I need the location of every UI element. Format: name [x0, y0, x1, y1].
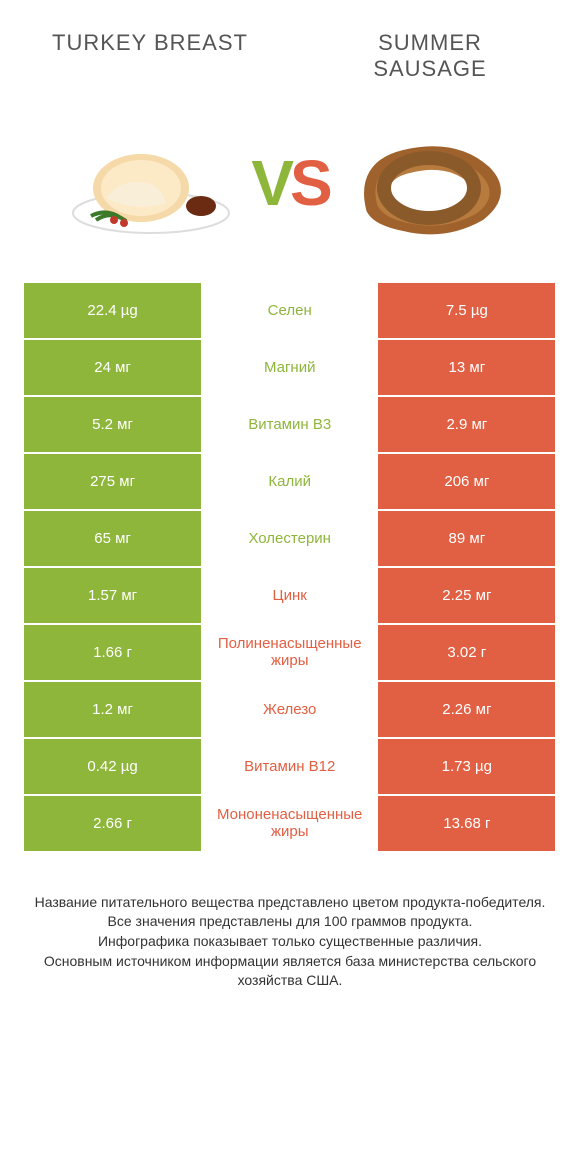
hero-row: VS	[0, 93, 580, 283]
nutrient-name: Цинк	[201, 568, 378, 623]
left-value: 1.2 мг	[24, 682, 201, 737]
turkey-breast-image	[61, 123, 241, 243]
left-value: 0.42 µg	[24, 739, 201, 794]
nutrition-table: 22.4 µgСелен7.5 µg24 мгМагний13 мг5.2 мг…	[24, 283, 556, 851]
table-row: 2.66 гМононенасыщенные жиры13.68 г	[24, 796, 556, 851]
right-value: 1.73 µg	[378, 739, 555, 794]
left-value: 65 мг	[24, 511, 201, 566]
turkey-icon	[66, 128, 236, 238]
left-value: 5.2 мг	[24, 397, 201, 452]
nutrient-name: Мононенасыщенные жиры	[201, 796, 378, 851]
footnote-line-3: Инфографика показывает только существенн…	[30, 932, 550, 952]
right-value: 13 мг	[378, 340, 555, 395]
table-row: 22.4 µgСелен7.5 µg	[24, 283, 556, 338]
table-row: 24 мгМагний13 мг	[24, 340, 556, 395]
left-value: 1.66 г	[24, 625, 201, 680]
header: TURKEY BREAST SUMMER SAUSAGE	[0, 0, 580, 93]
left-value: 22.4 µg	[24, 283, 201, 338]
nutrient-name: Полиненасыщенные жиры	[201, 625, 378, 680]
right-value: 89 мг	[378, 511, 555, 566]
table-row: 0.42 µgВитамин B121.73 µg	[24, 739, 556, 794]
table-row: 1.66 гПолиненасыщенные жиры3.02 г	[24, 625, 556, 680]
nutrient-name: Холестерин	[201, 511, 378, 566]
table-row: 1.2 мгЖелезо2.26 мг	[24, 682, 556, 737]
right-value: 2.26 мг	[378, 682, 555, 737]
right-value: 7.5 µg	[378, 283, 555, 338]
summer-sausage-image	[339, 123, 519, 243]
footnote: Название питательного вещества представл…	[0, 853, 580, 991]
left-value: 24 мг	[24, 340, 201, 395]
footnote-line-2: Все значения представлены для 100 граммо…	[30, 912, 550, 932]
vs-s: S	[290, 147, 329, 219]
nutrient-name: Магний	[201, 340, 378, 395]
nutrient-name: Калий	[201, 454, 378, 509]
vs-label: VS	[251, 146, 328, 220]
nutrient-name: Железо	[201, 682, 378, 737]
nutrient-name: Витамин B12	[201, 739, 378, 794]
right-value: 206 мг	[378, 454, 555, 509]
nutrient-name: Селен	[201, 283, 378, 338]
nutrient-name: Витамин B3	[201, 397, 378, 452]
left-value: 1.57 мг	[24, 568, 201, 623]
right-value: 2.9 мг	[378, 397, 555, 452]
table-row: 5.2 мгВитамин B32.9 мг	[24, 397, 556, 452]
sausage-icon	[344, 128, 514, 238]
right-food-title: SUMMER SAUSAGE	[330, 30, 530, 83]
left-food-title: TURKEY BREAST	[50, 30, 250, 83]
right-value: 3.02 г	[378, 625, 555, 680]
left-value: 2.66 г	[24, 796, 201, 851]
table-row: 1.57 мгЦинк2.25 мг	[24, 568, 556, 623]
table-row: 65 мгХолестерин89 мг	[24, 511, 556, 566]
table-row: 275 мгКалий206 мг	[24, 454, 556, 509]
left-value: 275 мг	[24, 454, 201, 509]
footnote-line-4: Основным источником информации является …	[30, 952, 550, 991]
footnote-line-1: Название питательного вещества представл…	[30, 893, 550, 913]
vs-v: V	[251, 147, 290, 219]
right-value: 13.68 г	[378, 796, 555, 851]
right-value: 2.25 мг	[378, 568, 555, 623]
